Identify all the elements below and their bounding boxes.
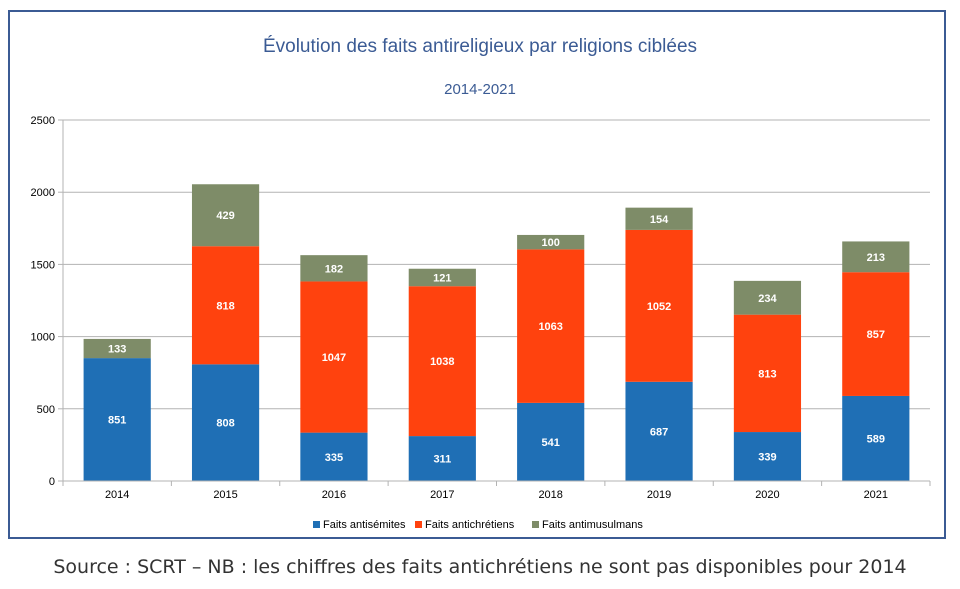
bar-segment bbox=[300, 255, 368, 282]
data-label: 121 bbox=[433, 272, 451, 284]
bar-segment bbox=[517, 402, 585, 481]
data-label: 687 bbox=[650, 426, 668, 438]
data-label: 234 bbox=[758, 293, 777, 305]
bar-segment bbox=[191, 364, 260, 481]
bar-segment bbox=[733, 314, 802, 433]
labels-layer: 851 133 808 818 429 335 1047 182 311 1038 121 541 10… bbox=[108, 210, 885, 465]
bar-segment bbox=[842, 241, 910, 273]
x-tick-label: 2015 bbox=[213, 489, 237, 501]
bar-segment bbox=[625, 381, 693, 481]
data-label: 857 bbox=[867, 329, 885, 341]
bar-segment bbox=[191, 184, 260, 247]
bar-segment bbox=[83, 338, 151, 359]
bar-segment bbox=[191, 246, 260, 365]
bar-segment bbox=[625, 207, 693, 230]
data-label: 339 bbox=[758, 452, 776, 464]
y-tick-label: 1000 bbox=[31, 332, 55, 344]
bar-segment bbox=[517, 234, 585, 250]
bar-segment bbox=[408, 436, 476, 481]
data-label: 1052 bbox=[647, 301, 671, 313]
y-tick-label: 0 bbox=[49, 476, 55, 488]
data-label: 851 bbox=[108, 415, 126, 427]
data-label: 133 bbox=[108, 344, 126, 356]
x-tick-label: 2020 bbox=[755, 489, 779, 501]
data-label: 213 bbox=[867, 252, 885, 264]
bar-segment bbox=[517, 249, 585, 403]
x-tick-label: 2017 bbox=[430, 489, 454, 501]
data-label: 100 bbox=[542, 237, 560, 249]
data-label: 182 bbox=[325, 263, 343, 275]
data-label: 429 bbox=[216, 210, 234, 222]
data-label: 311 bbox=[433, 454, 451, 466]
chart-title: Évolution des faits antireligieux par re… bbox=[263, 36, 697, 57]
data-label: 1047 bbox=[322, 352, 346, 364]
x-tick-label: 2014 bbox=[105, 489, 129, 501]
legend-swatch bbox=[415, 521, 422, 528]
chart-svg: Évolution des faits antireligieux par re… bbox=[31, 36, 931, 531]
y-tick-label: 500 bbox=[37, 404, 55, 416]
bar-segment bbox=[300, 432, 368, 481]
bar-segment bbox=[842, 272, 910, 396]
data-label: 808 bbox=[216, 418, 234, 430]
legend-label: Faits antisémites bbox=[323, 519, 406, 531]
bar-segment bbox=[408, 286, 476, 437]
bar-segment bbox=[408, 268, 476, 287]
data-label: 1038 bbox=[430, 356, 454, 368]
bar-segment bbox=[83, 358, 151, 481]
bar-segment bbox=[300, 281, 368, 433]
legend-label: Faits antichrétiens bbox=[425, 519, 515, 531]
legend: Faits antisémites Faits antichrétiens Fait… bbox=[313, 519, 643, 531]
legend-swatch bbox=[532, 521, 539, 528]
data-label: 818 bbox=[216, 300, 234, 312]
bar-segment bbox=[733, 432, 802, 481]
data-label: 813 bbox=[758, 368, 776, 380]
y-tick-label: 1500 bbox=[31, 259, 55, 271]
data-label: 154 bbox=[650, 214, 669, 226]
bar-segment bbox=[625, 229, 693, 382]
x-tick-label: 2021 bbox=[864, 489, 888, 501]
axis-layer: 0 500 1000 1500 2000 2500 2014 2015 2016 2017 2018… bbox=[31, 115, 931, 501]
data-label: 1063 bbox=[538, 321, 562, 333]
x-tick-label: 2018 bbox=[538, 489, 562, 501]
x-tick-label: 2016 bbox=[322, 489, 346, 501]
chart-frame: Évolution des faits antireligieux par re… bbox=[8, 10, 946, 539]
legend-label: Faits antimusulmans bbox=[542, 519, 643, 531]
chart-subtitle: 2014-2021 bbox=[444, 81, 516, 98]
legend-swatch bbox=[313, 521, 320, 528]
data-label: 335 bbox=[325, 452, 343, 464]
y-tick-label: 2000 bbox=[31, 187, 55, 199]
data-label: 589 bbox=[867, 433, 885, 445]
y-tick-label: 2500 bbox=[31, 115, 55, 127]
bar-segment bbox=[842, 395, 910, 481]
x-tick-label: 2019 bbox=[647, 489, 671, 501]
source-note: Source : SCRT – NB : les chiffres des fa… bbox=[53, 556, 907, 578]
bars-layer bbox=[83, 184, 910, 481]
bar-segment bbox=[733, 280, 802, 315]
data-label: 541 bbox=[542, 437, 560, 449]
